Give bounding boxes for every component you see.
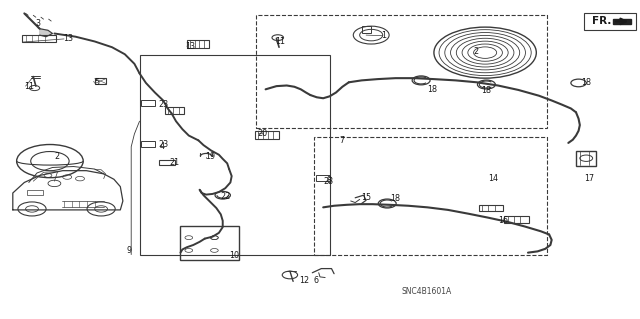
- Bar: [256, 15, 547, 128]
- Text: 19: 19: [205, 152, 215, 161]
- Text: 13: 13: [186, 42, 196, 51]
- Text: SNC4B1601A: SNC4B1601A: [402, 287, 452, 296]
- Text: 2: 2: [474, 47, 479, 56]
- Bar: [140, 55, 330, 255]
- Text: 8: 8: [326, 176, 332, 185]
- Polygon shape: [40, 29, 52, 37]
- Text: 16: 16: [498, 216, 508, 225]
- Text: 14: 14: [488, 174, 498, 183]
- Bar: [314, 137, 547, 255]
- Text: 6: 6: [314, 276, 319, 285]
- Text: 7: 7: [339, 136, 344, 145]
- Bar: [255, 131, 279, 139]
- Text: 12: 12: [300, 276, 310, 285]
- Text: 18: 18: [428, 85, 438, 94]
- Bar: [362, 26, 371, 33]
- Text: 11: 11: [275, 37, 285, 46]
- Text: FR.: FR.: [592, 16, 611, 26]
- Text: 22: 22: [221, 192, 231, 201]
- Bar: [576, 151, 596, 166]
- Bar: [584, 13, 636, 30]
- Bar: [180, 226, 239, 260]
- Bar: [141, 141, 155, 147]
- Bar: [479, 205, 503, 211]
- Text: 23: 23: [323, 177, 333, 186]
- Bar: [22, 35, 56, 42]
- Text: 5: 5: [95, 78, 100, 87]
- Bar: [165, 107, 184, 114]
- Text: 21: 21: [170, 158, 180, 167]
- Bar: [504, 216, 529, 223]
- Text: 23: 23: [159, 100, 169, 109]
- Text: 4: 4: [160, 142, 165, 151]
- Text: 15: 15: [362, 193, 372, 202]
- Text: 11: 11: [24, 82, 35, 91]
- Bar: [187, 40, 209, 48]
- Text: 1: 1: [381, 31, 386, 40]
- Polygon shape: [613, 19, 631, 24]
- Text: 20: 20: [257, 129, 268, 138]
- Text: 17: 17: [584, 174, 594, 183]
- Text: 10: 10: [229, 251, 239, 260]
- Bar: [159, 160, 175, 165]
- Bar: [316, 175, 330, 181]
- Bar: [95, 78, 106, 84]
- Text: 23: 23: [159, 140, 169, 149]
- Text: 18: 18: [390, 194, 401, 203]
- Bar: [27, 190, 43, 195]
- Bar: [141, 100, 155, 106]
- Text: 3: 3: [35, 19, 40, 28]
- Text: 9: 9: [127, 246, 132, 255]
- Text: 18: 18: [581, 78, 591, 87]
- Text: 13: 13: [63, 34, 73, 43]
- Text: 2: 2: [54, 152, 60, 161]
- Text: 18: 18: [481, 86, 492, 95]
